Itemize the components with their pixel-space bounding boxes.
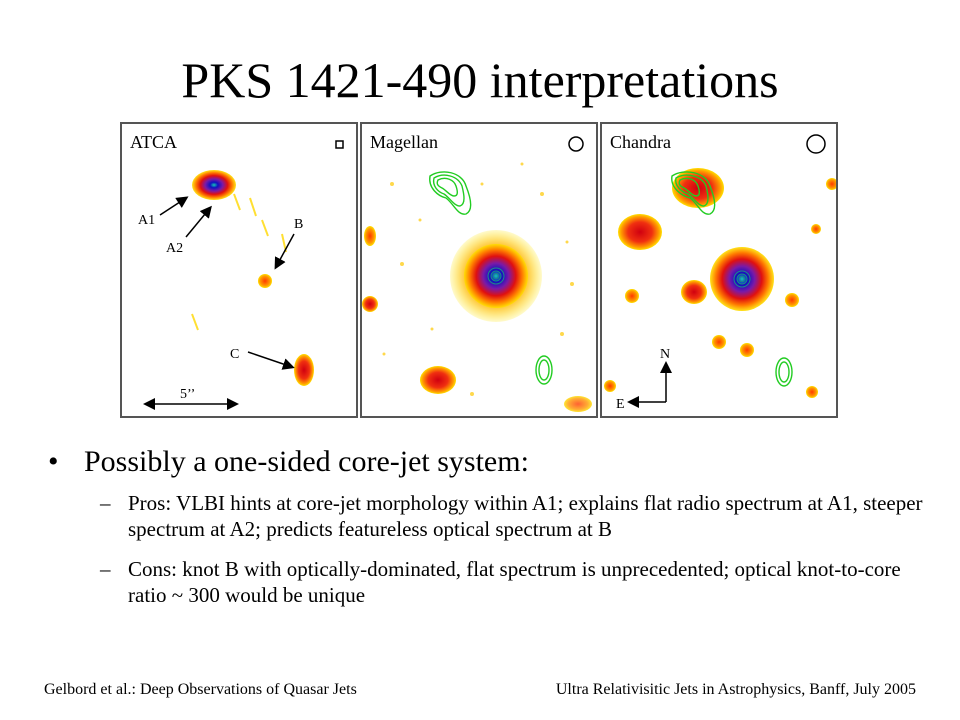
main-bullet-text: Possibly a one-sided core-jet system: [84,445,529,478]
label-a2: A2 [166,241,183,256]
sub-bullet-marker: – [100,491,111,515]
magellan-optical-image [362,136,592,412]
cons-text: Cons: knot B with optically-dominated, f… [128,557,901,607]
footer-left: Gelbord et al.: Deep Observations of Qua… [44,681,357,698]
label-b: B [294,217,303,232]
atca-panel: A1 A2 B C 5’’ ATCA [120,122,358,418]
panel-label-chandra: Chandra [610,132,671,152]
image-panels: A1 A2 B C 5’’ ATCA [120,122,838,420]
pros-text: Pros: VLBI hints at core-jet morphology … [128,491,923,541]
bullet-list: • Possibly a one-sided core-jet system: … [48,442,928,608]
main-bullet: • Possibly a one-sided core-jet system: [48,442,928,482]
beam-marker-icon [568,136,584,152]
a1-knot [192,170,236,200]
c-knot [294,354,314,386]
panel-label-atca: ATCA [130,132,178,152]
beam-marker-icon [335,140,344,149]
label-a1: A1 [138,213,155,228]
compass-n-label: N [660,347,670,362]
label-scale: 5’’ [180,387,195,402]
compass-e-label: E [616,397,625,412]
slide-title: PKS 1421-490 interpretations [181,52,779,108]
sub-bullet-pros: – Pros: VLBI hints at core-jet morpholog… [100,490,928,542]
radio-contours-c [535,355,553,385]
sub-bullet-cons: – Cons: knot B with optically-dominated,… [100,556,928,608]
footer-right: Ultra Relativisitic Jets in Astrophysics… [555,681,916,698]
beam-marker-icon [806,134,826,154]
chandra-panel: N E Chandra [600,122,838,418]
optical-knot-c [420,366,456,394]
xray-core [710,247,774,311]
b-knot [258,274,272,288]
magellan-panel: Magellan [360,122,598,418]
label-c: C [230,347,239,362]
bullet-marker: • [48,445,59,478]
optical-core [464,244,528,308]
radio-contours-a [429,171,472,215]
sub-bullet-marker: – [100,557,111,581]
chandra-xray-image: N E [604,134,836,412]
atca-radio-image: A1 A2 B C 5’’ [138,140,344,410]
panel-label-magellan: Magellan [370,132,438,152]
